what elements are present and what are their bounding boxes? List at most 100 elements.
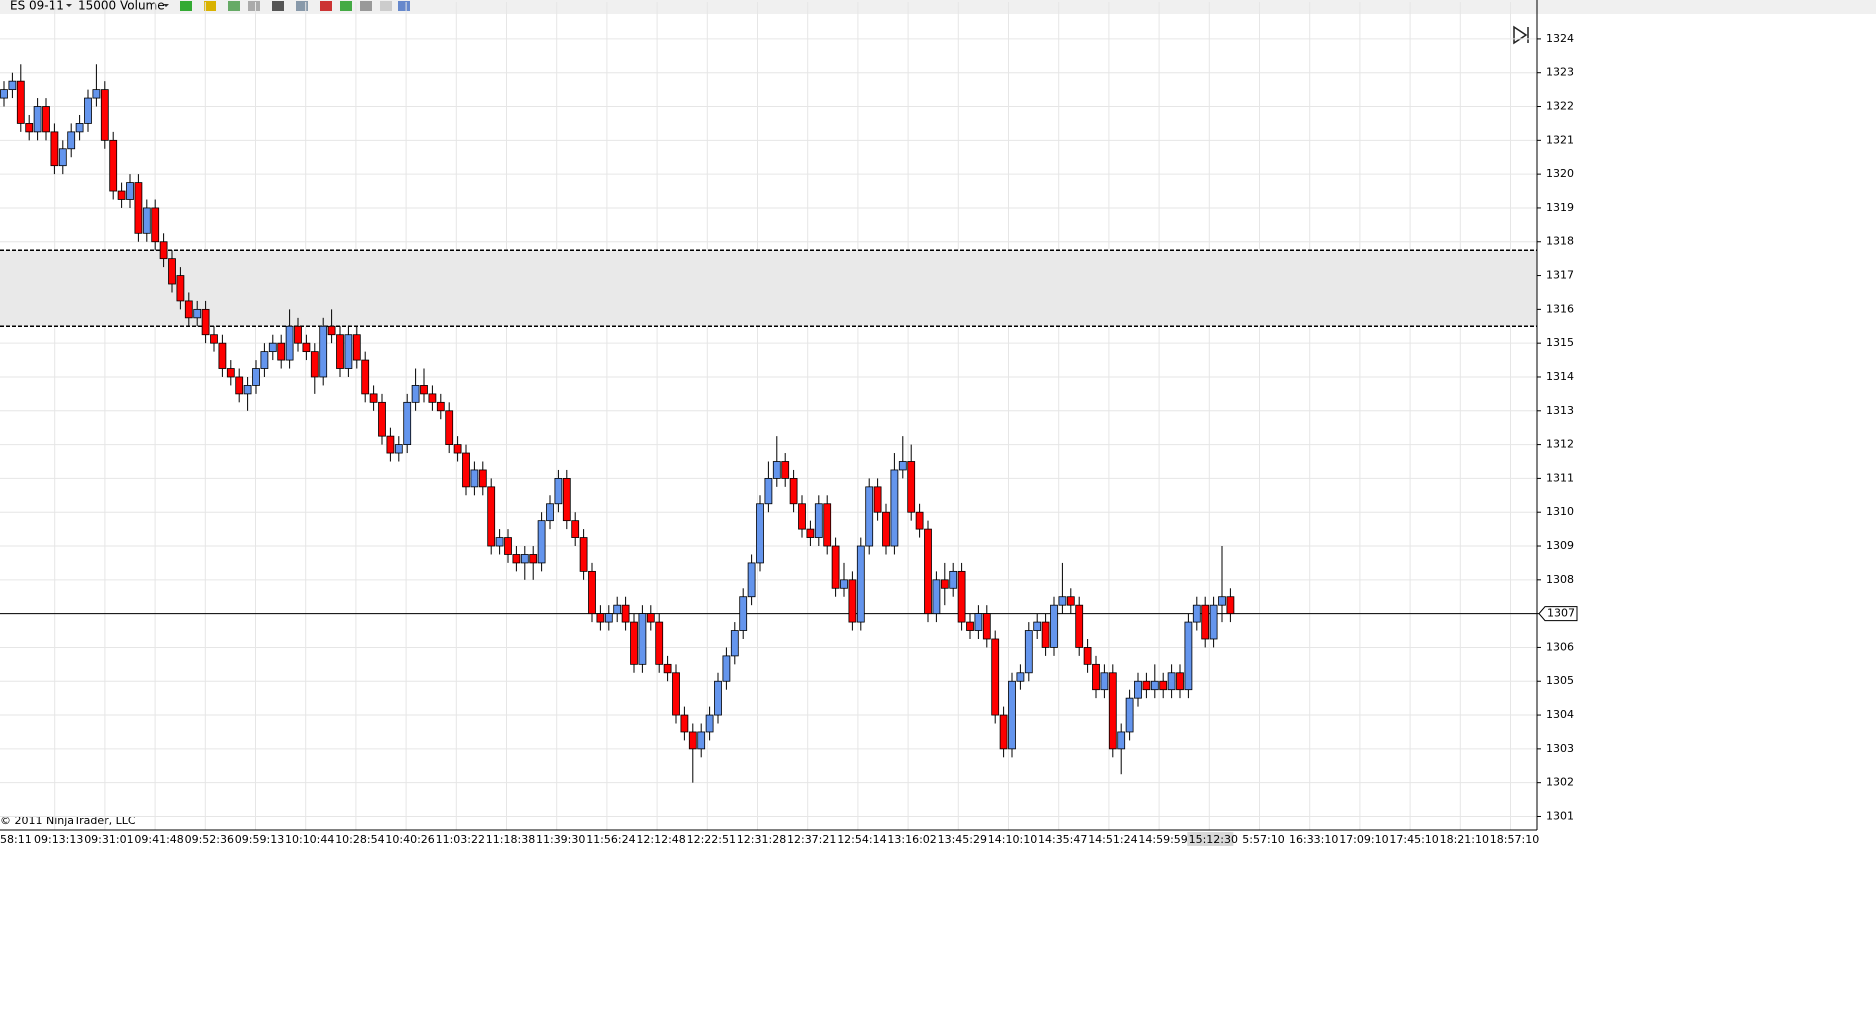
candle-body bbox=[520, 554, 529, 564]
candle-body bbox=[1142, 680, 1151, 691]
candle-body bbox=[588, 570, 596, 615]
candle-body bbox=[1016, 672, 1025, 682]
candle-body bbox=[445, 410, 454, 445]
candle-body bbox=[226, 368, 235, 378]
candle-body bbox=[100, 89, 109, 141]
x-tick-label: 12:12:48 bbox=[636, 833, 685, 846]
candle-body bbox=[411, 385, 420, 403]
x-tick-label: 14:35:47 bbox=[1038, 833, 1087, 846]
candle-body bbox=[680, 714, 689, 733]
candle-body bbox=[764, 478, 773, 505]
candle-body bbox=[991, 638, 1000, 716]
candle-body bbox=[915, 511, 924, 530]
x-tick-label: 16:33:10 bbox=[1289, 833, 1338, 846]
candle-body bbox=[16, 80, 25, 124]
last-price-tag bbox=[1538, 606, 1578, 622]
y-tick-label: 1308 bbox=[1546, 573, 1574, 586]
x-tick-label: 11:39:30 bbox=[536, 833, 585, 846]
candle-body bbox=[974, 613, 983, 631]
x-tick-label: 09:41:48 bbox=[134, 833, 183, 846]
candle-body bbox=[823, 503, 832, 547]
y-tick-label: 1309 bbox=[1546, 539, 1574, 552]
candle-body bbox=[747, 562, 756, 598]
candle-body bbox=[487, 486, 496, 547]
scroll-end-button[interactable] bbox=[1513, 25, 1529, 45]
candle-body bbox=[1117, 731, 1126, 750]
candle-body bbox=[537, 520, 546, 564]
candle-body bbox=[1108, 672, 1117, 750]
y-tick-label: 1303 bbox=[1546, 742, 1574, 755]
candle-body bbox=[428, 393, 437, 403]
candle-body bbox=[327, 325, 336, 336]
candle-body bbox=[184, 300, 193, 319]
candle-body bbox=[646, 613, 655, 623]
y-tick-label: 1316 bbox=[1546, 302, 1574, 315]
candle-body bbox=[58, 148, 67, 167]
candle-body bbox=[25, 123, 34, 133]
candle-body bbox=[546, 503, 554, 522]
candle-body bbox=[369, 393, 378, 403]
candle-body bbox=[781, 461, 790, 479]
candle-body bbox=[478, 469, 487, 488]
candle-body bbox=[604, 613, 613, 623]
copyright: © 2011 NinjaTrader, LLC bbox=[0, 814, 136, 827]
y-tick-label: 1304 bbox=[1546, 708, 1574, 721]
candle-body bbox=[218, 342, 227, 369]
candle-body bbox=[378, 401, 386, 437]
candle-body bbox=[1100, 672, 1109, 691]
plot-area bbox=[0, 2, 1537, 830]
x-tick-label: 15:12:30 bbox=[1189, 833, 1238, 846]
candle-body bbox=[1226, 596, 1235, 615]
candle-body bbox=[806, 528, 815, 538]
candle-body bbox=[957, 570, 966, 623]
instrument-selector[interactable]: ES 09-11 bbox=[10, 0, 64, 13]
candle-body bbox=[655, 621, 664, 665]
candle-body bbox=[890, 469, 899, 547]
x-tick-label: 58:11 bbox=[0, 833, 32, 846]
candle-body bbox=[512, 554, 521, 564]
candle-body bbox=[562, 478, 571, 522]
candle-body bbox=[1058, 596, 1067, 606]
y-tick-label: 1302 bbox=[1546, 776, 1574, 789]
candle-body bbox=[159, 241, 168, 260]
y-tick-label: 1323 bbox=[1546, 66, 1574, 79]
candle-body bbox=[739, 596, 748, 631]
candle-body bbox=[1024, 630, 1033, 674]
candle-body bbox=[42, 106, 50, 133]
candle-body bbox=[873, 486, 882, 513]
candle-body bbox=[453, 444, 462, 454]
candle-body bbox=[92, 89, 101, 99]
y-tick-label: 1306 bbox=[1546, 640, 1574, 653]
candle-body bbox=[260, 351, 269, 369]
candle-body bbox=[865, 486, 874, 547]
y-tick-label: 1312 bbox=[1546, 438, 1574, 451]
candle-body bbox=[579, 537, 588, 572]
candle-body bbox=[798, 503, 806, 530]
candle-body bbox=[201, 308, 210, 336]
candle-body bbox=[848, 579, 857, 623]
candle-body bbox=[126, 182, 134, 200]
candle-body bbox=[630, 621, 638, 665]
y-tick-label: 1315 bbox=[1546, 336, 1574, 349]
candle-body bbox=[1176, 672, 1184, 691]
candle-body bbox=[470, 469, 479, 488]
candle-body bbox=[310, 351, 319, 378]
y-tick-label: 1310 bbox=[1546, 505, 1574, 518]
candle-body bbox=[462, 452, 470, 488]
candle-body bbox=[949, 570, 958, 589]
y-tick-label: 1318 bbox=[1546, 235, 1574, 248]
candle-body bbox=[1218, 596, 1226, 606]
x-tick-label: 09:59:13 bbox=[235, 833, 284, 846]
candle-body bbox=[504, 537, 512, 555]
period-selector[interactable]: 15000 Volume bbox=[78, 0, 165, 13]
candle-body bbox=[1008, 680, 1016, 750]
y-tick-label: 1319 bbox=[1546, 201, 1574, 214]
candle-body bbox=[1134, 680, 1142, 699]
candle-body bbox=[1184, 621, 1193, 691]
zone bbox=[0, 250, 1537, 327]
x-tick-label: 13:16:02 bbox=[887, 833, 936, 846]
toolbar-icons[interactable] bbox=[180, 1, 410, 11]
candle-body bbox=[1167, 672, 1176, 691]
candle-body bbox=[730, 630, 739, 657]
